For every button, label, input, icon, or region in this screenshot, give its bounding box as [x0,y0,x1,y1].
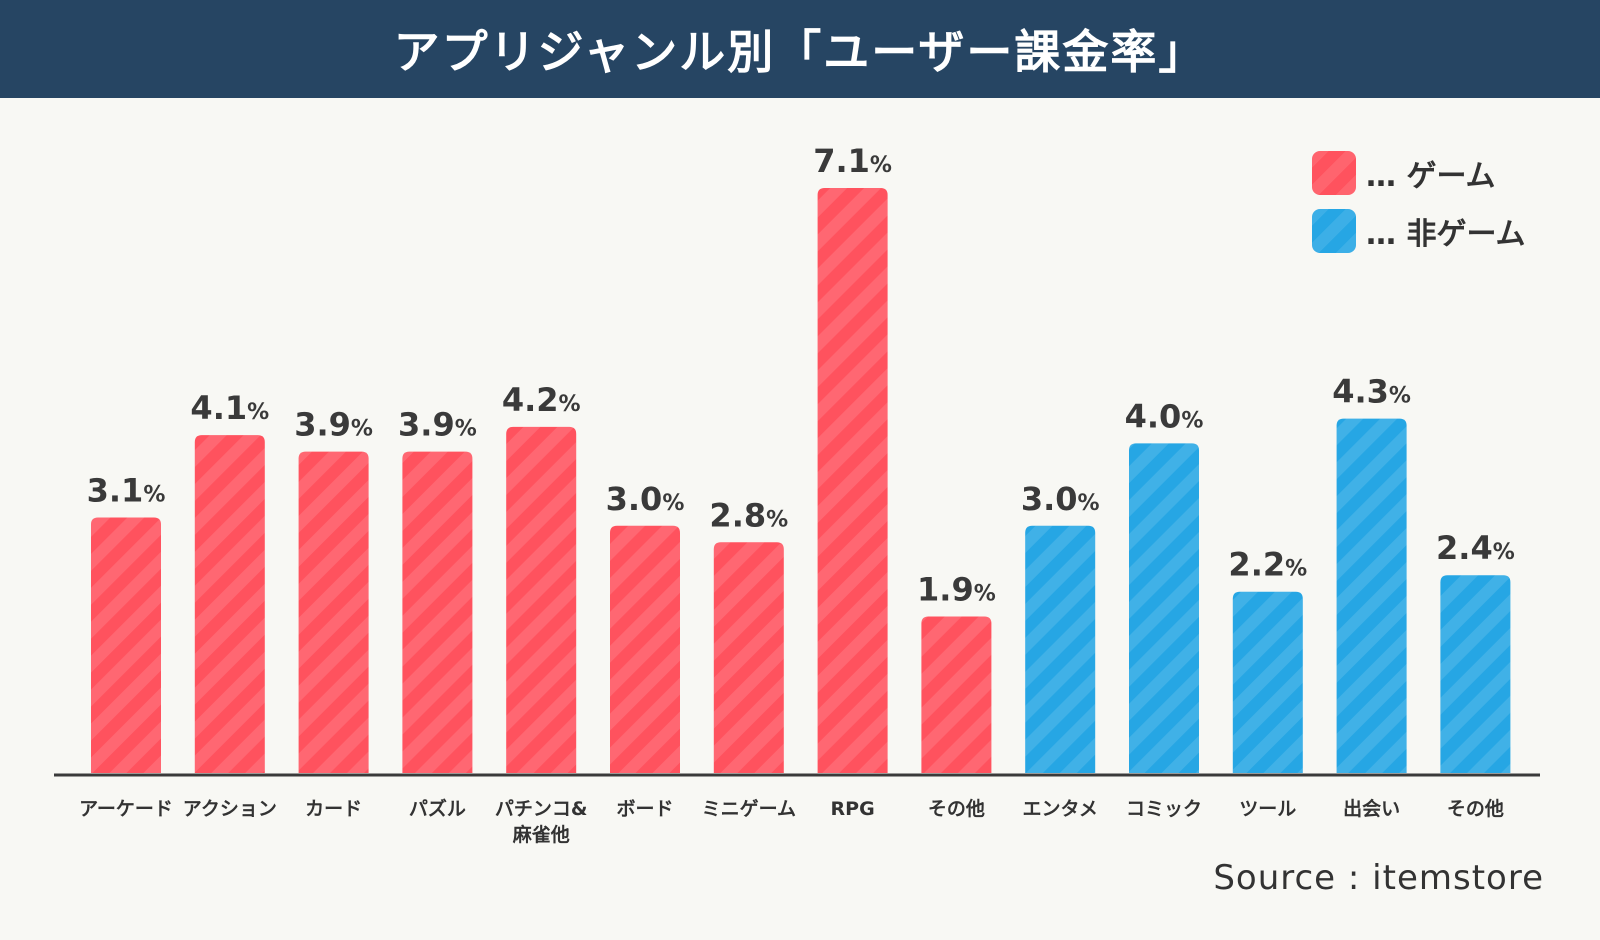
legend-item-non-game: … 非ゲーム [1312,208,1526,254]
value-label-9: 3.0% [1021,480,1100,518]
category-label-7: RPG [831,798,875,820]
bar-stripes-0 [91,517,161,773]
value-label-11: 2.2% [1228,546,1307,584]
value-label-5: 3.0% [606,480,685,518]
value-label-7: 7.1% [813,142,892,180]
category-label-2: カード [305,798,362,820]
value-label-8: 1.9% [917,570,996,608]
legend-swatch-non-game [1312,209,1356,253]
value-label-1: 4.1% [190,389,269,427]
value-label-3: 3.9% [398,406,477,444]
category-label-13: その他 [1447,797,1504,820]
category-label-0: アーケード [79,798,173,820]
category-label-1: アクション [183,798,277,820]
category-label-11: ツール [1239,798,1296,820]
source-note: Source : itemstore [1213,858,1544,898]
value-label-2: 3.9% [294,406,373,444]
category-label-6: ミニゲーム [702,798,796,820]
bar-stripes-1 [194,435,265,773]
bar-stripes-4 [506,426,577,773]
bars-group [91,187,1511,773]
bar-stripes-10 [1129,443,1199,773]
category-label-3: パズル [409,797,466,820]
category-label-4: パチンコ&麻雀他 [495,798,588,846]
chart-title: アプリジャンル別「ユーザー課金率」 [393,25,1207,79]
bar-stripes-7 [817,187,888,773]
value-label-10: 4.0% [1125,397,1204,435]
category-label-5: ボード [616,798,673,820]
value-labels-group: 3.1% 4.1% 3.9% 3.9% 4.2% 3.0% 2.8% 7.1% 1.9% 3.0%… [87,142,1515,608]
legend: … ゲーム … 非ゲーム [1312,150,1526,266]
bar-stripes-6 [713,542,784,773]
category-label-10: コミック [1126,798,1202,820]
value-label-6: 2.8% [709,496,788,534]
bar-stripes-3 [402,451,473,773]
value-label-0: 3.1% [87,472,166,510]
bar-stripes-12 [1336,418,1407,773]
category-label-9: エンタメ [1022,798,1097,820]
category-label-12: 出会い [1343,797,1400,820]
legend-swatch-game [1312,151,1356,195]
bar-stripes-8 [921,616,992,773]
category-label-8: その他 [928,797,985,820]
category-labels-group: アーケード アクション カード パズル パチンコ&麻雀他 ボード ミニゲーム RPG その他 エン… [79,797,1504,846]
legend-item-game: … ゲーム [1312,150,1526,196]
value-label-13: 2.4% [1436,529,1515,567]
bar-stripes-5 [610,525,680,773]
bar-stripes-9 [1025,525,1096,773]
title-banner: アプリジャンル別「ユーザー課金率」 [0,0,1600,98]
value-label-4: 4.2% [502,381,581,419]
value-label-12: 4.3% [1332,373,1411,411]
bar-stripes-2 [298,451,369,773]
legend-label-game: … ゲーム [1366,159,1496,194]
bar-stripes-13 [1440,575,1511,773]
bar-stripes-11 [1232,591,1303,773]
legend-label-non-game: … 非ゲーム [1366,217,1526,252]
